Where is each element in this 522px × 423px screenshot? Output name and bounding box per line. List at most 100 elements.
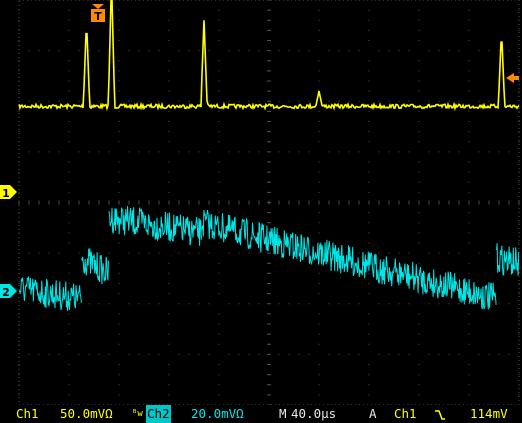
grid-dot [118, 171, 120, 173]
ch1-label[interactable]: Ch1 [16, 406, 39, 421]
grid-dot [158, 353, 160, 355]
grid-dot [468, 232, 470, 234]
grid-dot [368, 171, 370, 173]
grid-dot [218, 171, 220, 173]
grid-dot [418, 70, 420, 72]
grid-dot [228, 353, 230, 355]
grid-dot [198, 50, 200, 52]
grid-dot [468, 191, 470, 193]
grid-dot [248, 404, 250, 405]
grid-dot [458, 100, 460, 102]
grid-dot [178, 151, 180, 153]
grid-dot [18, 29, 20, 31]
grid-dot [168, 283, 170, 284]
trigger-source[interactable]: Ch1 [394, 406, 417, 421]
grid-dot [178, 50, 180, 52]
grid-dot [468, 70, 470, 72]
trigger-level[interactable]: 114mV [470, 406, 508, 421]
trigger-level-arrow-icon[interactable] [506, 73, 519, 83]
grid-dot [438, 50, 440, 52]
grid-dot [378, 353, 380, 355]
grid-dot [148, 404, 150, 405]
grid-dot [218, 19, 220, 21]
grid-dot [28, 303, 30, 305]
grid-dot [18, 110, 20, 112]
grid-dot [368, 19, 370, 21]
grid-dot [118, 212, 120, 214]
grid-dot [298, 303, 300, 305]
grid-dot [318, 384, 320, 386]
grid-dot [238, 151, 240, 153]
grid-dot [218, 242, 220, 244]
trigger-position-marker[interactable]: T [91, 4, 105, 23]
acquisition-mode[interactable]: A [369, 406, 377, 421]
ch1-trace-line [18, 0, 520, 112]
ch2-ground-marker[interactable]: 2 [0, 284, 17, 299]
grid-dot [468, 343, 470, 345]
grid-dot [18, 60, 20, 62]
grid-dot [318, 212, 320, 214]
grid-dot [318, 333, 320, 335]
grid-dot [508, 100, 510, 102]
ch1-waveform [18, 0, 520, 112]
ch1-ground-marker[interactable]: 1 [0, 185, 17, 200]
grid-dot [318, 29, 320, 31]
grid-dot [448, 303, 450, 305]
grid-dot [348, 303, 350, 305]
grid-dot [68, 90, 70, 92]
ch2-label[interactable]: Ch2 [146, 405, 171, 423]
ch1-scale[interactable]: 50.0mVΩ [60, 406, 113, 421]
grid-dot [388, 303, 390, 305]
grid-dot [238, 100, 240, 102]
grid-dot [418, 343, 420, 345]
grid-dot [118, 121, 120, 122]
grid-dot [208, 100, 210, 102]
grid-dot [438, 353, 440, 355]
grid-dot [518, 121, 520, 122]
ch2-scale[interactable]: 20.0mVΩ [191, 406, 244, 421]
grid-dot [448, 353, 450, 355]
grid-dot [68, 384, 70, 386]
grid-dot [358, 100, 360, 102]
grid-dot [208, 252, 210, 254]
grid-dot [218, 121, 220, 122]
grid-dot [38, 252, 40, 254]
grid-dot [518, 161, 520, 163]
grid-dot [398, 151, 400, 153]
grid-dot [418, 40, 420, 41]
grid-dot [218, 191, 220, 193]
grid-dot [378, 100, 380, 102]
grid-dot [468, 364, 470, 365]
grid-dot [418, 293, 420, 295]
grid-dot [68, 222, 70, 224]
grid-dot [248, 303, 250, 305]
grid-dot [288, 404, 290, 405]
grid-dot [418, 171, 420, 173]
grid-dot [398, 353, 400, 355]
grid-dot [78, 353, 80, 355]
grid-dot [418, 181, 420, 183]
grid-dot [58, 100, 60, 102]
grid-dot [468, 29, 470, 31]
waveform-screen: T 1 2 [0, 0, 520, 405]
grid-dot [68, 374, 70, 376]
grid-dot [318, 141, 320, 143]
grid-dot [478, 252, 480, 254]
grid-dot [418, 131, 420, 133]
grid-dot [298, 151, 300, 153]
grid-dot [418, 232, 420, 234]
grid-dot [68, 242, 70, 244]
grid-dot [158, 252, 160, 254]
grid-dot [118, 9, 120, 11]
grid-dot [228, 404, 230, 405]
grid-dot [368, 161, 370, 163]
grid-dot [128, 0, 130, 1]
grid-dot [368, 29, 370, 31]
timebase-value[interactable]: 40.0µs [291, 406, 337, 421]
grid-dot [218, 141, 220, 143]
grid-dot [148, 151, 150, 153]
grid-dot [518, 29, 520, 31]
grid-dot [418, 141, 420, 143]
grid-dot [78, 252, 80, 254]
grid-dot [368, 131, 370, 133]
